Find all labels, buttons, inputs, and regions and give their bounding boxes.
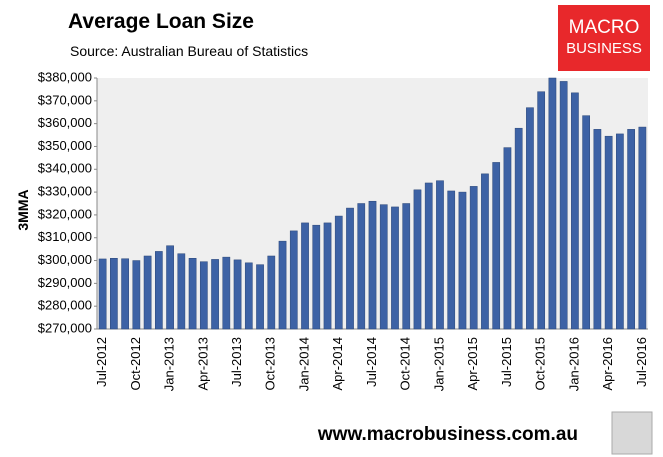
y-tick-label: $340,000 (38, 161, 92, 176)
x-tick-label: Oct-2012 (128, 337, 143, 390)
x-tick-label: Jul-2015 (499, 337, 514, 387)
y-tick-label: $300,000 (38, 252, 92, 267)
bar (627, 129, 635, 330)
bar (312, 224, 321, 330)
x-tick-label: Jan-2013 (162, 337, 177, 391)
bar (436, 180, 444, 330)
bar (379, 204, 388, 330)
y-tick-label: $270,000 (38, 320, 92, 335)
bar (537, 91, 546, 330)
bar (323, 222, 332, 330)
bar (514, 127, 523, 330)
bar (121, 258, 129, 330)
y-tick-label: $380,000 (38, 69, 92, 84)
bar (368, 200, 377, 330)
bar (143, 255, 152, 330)
bar (402, 203, 411, 330)
bar (132, 260, 141, 330)
x-tick-label: Apr-2015 (465, 337, 480, 390)
y-tick-label: $310,000 (38, 229, 92, 244)
bar (492, 162, 501, 330)
bar (616, 133, 624, 330)
bar (582, 115, 591, 330)
bar (301, 222, 309, 330)
x-tick-label: Oct-2015 (533, 337, 548, 390)
y-tick-label: $330,000 (38, 184, 92, 199)
bar (166, 245, 174, 330)
bar (469, 186, 478, 330)
bar (244, 262, 253, 330)
x-tick-label: Jul-2013 (229, 337, 244, 387)
bar (233, 259, 242, 330)
logo-text: BUSINESS (566, 40, 642, 57)
x-tick-label: Apr-2013 (195, 337, 210, 390)
x-tick-label: Jan-2014 (296, 337, 311, 391)
y-tick-label: $360,000 (38, 115, 92, 130)
bar (267, 255, 276, 330)
bar (346, 207, 354, 330)
bar (481, 173, 489, 330)
x-tick-label: Apr-2016 (600, 337, 615, 390)
bar (188, 258, 197, 330)
bar (548, 77, 557, 330)
chart-title: Average Loan Size (68, 10, 254, 33)
bar (424, 182, 433, 330)
x-tick-label: Apr-2014 (330, 337, 345, 390)
x-tick-label: Jul-2012 (94, 337, 109, 387)
footer: www.macrobusiness.com.au (317, 424, 578, 445)
bar (571, 92, 579, 330)
bar (357, 203, 366, 330)
bar (604, 135, 613, 330)
bar (526, 107, 534, 330)
y-tick-label: $370,000 (38, 92, 92, 107)
x-tick-label: Jul-2014 (364, 337, 379, 387)
bar (334, 215, 343, 330)
bar (278, 240, 287, 330)
x-tick-label: Jan-2016 (566, 337, 581, 391)
bar (391, 206, 399, 330)
x-tick-label: Oct-2014 (398, 337, 413, 390)
bar (154, 251, 163, 330)
y-axis-label: 3MMA (15, 189, 31, 230)
x-tick-label: Oct-2013 (263, 337, 278, 390)
x-tick-label: Jul-2016 (634, 337, 649, 387)
bar (559, 81, 568, 330)
chart-subtitle: Source: Australian Bureau of Statistics (70, 43, 308, 59)
y-tick-label: $290,000 (38, 275, 92, 290)
logo-icon (611, 411, 653, 455)
bar (222, 256, 231, 330)
y-tick-label: $350,000 (38, 138, 92, 153)
bar (289, 230, 298, 330)
x-tick-label: Jan-2015 (431, 337, 446, 391)
logo-text: MACRO (569, 17, 640, 38)
bar (256, 264, 264, 330)
logo-box (558, 5, 650, 71)
bar (211, 259, 219, 330)
bar (110, 258, 118, 330)
bar (98, 258, 107, 330)
bar (199, 261, 208, 330)
bar (593, 129, 602, 330)
bar (503, 147, 512, 330)
bar (447, 190, 456, 330)
bar (177, 253, 186, 330)
bar (638, 126, 647, 330)
bar (413, 189, 422, 330)
bar (458, 191, 467, 330)
y-tick-label: $280,000 (38, 298, 92, 313)
y-tick-label: $320,000 (38, 206, 92, 221)
